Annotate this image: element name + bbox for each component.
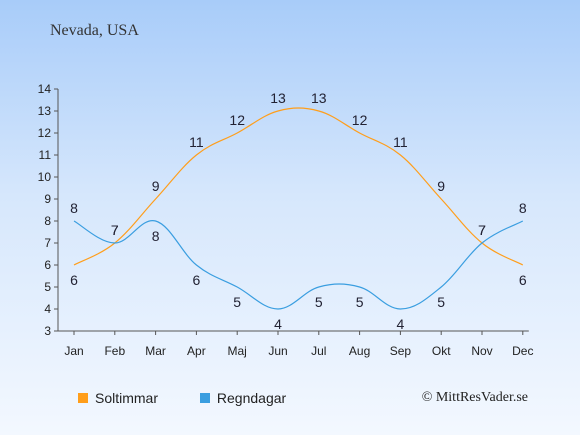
y-tick-label: 7 bbox=[44, 236, 51, 250]
legend-swatch-soltimmar bbox=[78, 393, 88, 403]
series-line-regndagar bbox=[73, 220, 524, 310]
x-tick-label: Feb bbox=[104, 344, 125, 358]
data-label-regndagar: 7 bbox=[111, 222, 119, 238]
data-label-soltimmar: 13 bbox=[311, 90, 327, 106]
x-tick-label: Dec bbox=[512, 344, 533, 358]
data-label-soltimmar: 6 bbox=[70, 272, 78, 288]
chart-title: Nevada, USA bbox=[50, 22, 139, 39]
data-label-soltimmar: 11 bbox=[189, 134, 204, 150]
x-tick-label: Aug bbox=[349, 344, 370, 358]
x-tick-label: Sep bbox=[390, 344, 412, 358]
data-label-soltimmar: 7 bbox=[478, 222, 486, 238]
x-tick-label: Jun bbox=[268, 344, 287, 358]
legend-item-soltimmar: Soltimmar bbox=[78, 390, 158, 406]
data-label-regndagar: 6 bbox=[193, 272, 201, 288]
x-tick-label: Okt bbox=[432, 344, 451, 358]
x-tick-label: Apr bbox=[187, 344, 206, 358]
axes: 3 4 5 6 7 8 9 10 11 12 13 14 Jan Feb Mar Apr Maj Jun Jul Au… bbox=[38, 82, 534, 358]
data-label-regndagar: 4 bbox=[397, 316, 405, 332]
data-label-soltimmar: 11 bbox=[393, 134, 408, 150]
legend-item-regndagar: Regndagar bbox=[199, 390, 287, 406]
y-tick-label: 9 bbox=[44, 192, 51, 206]
credit-text: © MittResVader.se bbox=[421, 390, 528, 405]
series-lines bbox=[73, 107, 524, 310]
legend-swatch-regndagar bbox=[199, 393, 210, 403]
data-label-soltimmar: 9 bbox=[437, 178, 445, 194]
y-tick-label: 5 bbox=[44, 280, 51, 294]
data-label-regndagar: 5 bbox=[356, 294, 364, 310]
y-tick-label: 3 bbox=[44, 324, 51, 338]
data-label-soltimmar: 6 bbox=[519, 272, 527, 288]
y-tick-label: 11 bbox=[39, 148, 52, 162]
data-label-regndagar: 8 bbox=[152, 228, 160, 244]
x-tick-label: Mar bbox=[145, 344, 166, 358]
legend-label-soltimmar: Soltimmar bbox=[95, 390, 159, 406]
data-label-soltimmar: 13 bbox=[270, 90, 286, 106]
legend-label-regndagar: Regndagar bbox=[216, 390, 287, 406]
y-tick-label: 4 bbox=[44, 302, 51, 316]
x-tick-label: Jul bbox=[311, 344, 326, 358]
data-label-regndagar: 5 bbox=[233, 294, 241, 310]
data-label-soltimmar: 7 bbox=[111, 222, 119, 238]
series-line-soltimmar bbox=[73, 107, 524, 266]
data-label-regndagar: 8 bbox=[519, 200, 527, 216]
data-label-soltimmar: 12 bbox=[352, 112, 368, 128]
legend: Soltimmar Regndagar bbox=[78, 390, 324, 406]
data-label-regndagar: 5 bbox=[437, 294, 445, 310]
y-tick-label: 8 bbox=[44, 214, 51, 228]
y-tick-label: 10 bbox=[38, 170, 52, 184]
y-tick-label: 12 bbox=[38, 126, 52, 140]
y-tick-label: 13 bbox=[38, 104, 52, 118]
x-tick-label: Nov bbox=[471, 344, 492, 358]
y-tick-label: 6 bbox=[44, 258, 51, 272]
data-label-regndagar: 8 bbox=[70, 200, 78, 216]
data-label-regndagar: 5 bbox=[315, 294, 323, 310]
data-label-soltimmar: 12 bbox=[229, 112, 245, 128]
data-label-regndagar: 4 bbox=[274, 316, 282, 332]
x-tick-label: Maj bbox=[228, 344, 247, 358]
y-tick-label: 14 bbox=[38, 82, 52, 96]
data-label-soltimmar: 9 bbox=[152, 178, 160, 194]
data-label-regndagar: 7 bbox=[478, 222, 486, 238]
x-tick-label: Jan bbox=[64, 344, 83, 358]
